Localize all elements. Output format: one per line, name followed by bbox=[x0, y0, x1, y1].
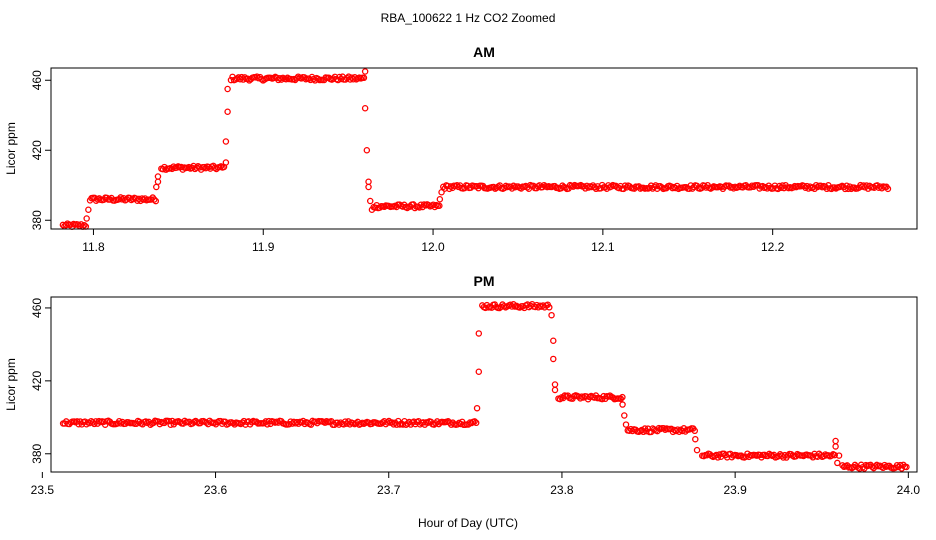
data-point bbox=[551, 386, 559, 394]
data-point bbox=[365, 178, 372, 185]
data-point bbox=[475, 330, 483, 337]
pm-panel: PM Licor ppm 23.5 23.6 23.7 23.8 23.9 24.0 380 42… bbox=[4, 273, 920, 497]
data-point bbox=[165, 417, 173, 425]
data-point bbox=[619, 401, 626, 408]
data-point bbox=[150, 196, 158, 203]
data-point bbox=[436, 202, 443, 210]
data-point bbox=[101, 421, 109, 428]
data-points bbox=[59, 68, 892, 231]
data-point bbox=[693, 446, 701, 454]
y-tick-label: 460 bbox=[30, 70, 44, 90]
x-tick-label: 12.0 bbox=[421, 240, 445, 254]
data-point bbox=[253, 73, 261, 80]
data-point bbox=[241, 74, 248, 81]
x-tick-label: 23.9 bbox=[723, 483, 747, 497]
data-point bbox=[436, 195, 444, 203]
x-tick-label: 23.7 bbox=[377, 483, 401, 497]
data-point bbox=[835, 452, 843, 459]
y-tick-label: 460 bbox=[30, 298, 44, 318]
x-tick-label: 12.1 bbox=[591, 240, 615, 254]
data-point bbox=[621, 412, 628, 419]
data-point bbox=[619, 393, 626, 401]
data-point bbox=[454, 421, 461, 428]
data-point bbox=[222, 159, 230, 166]
data-point bbox=[453, 182, 461, 189]
data-point bbox=[832, 443, 839, 450]
data-point bbox=[617, 395, 625, 403]
data-point bbox=[153, 183, 160, 191]
y-tick-label: 380 bbox=[30, 443, 44, 463]
figure-title: RBA_100622 1 Hz CO2 Zoomed bbox=[381, 11, 556, 25]
data-point bbox=[471, 418, 478, 425]
data-point bbox=[222, 138, 230, 145]
x-tick-label: 12.2 bbox=[761, 240, 785, 254]
data-point bbox=[622, 421, 630, 428]
data-point bbox=[360, 74, 368, 82]
data-point bbox=[556, 395, 564, 403]
data-point bbox=[620, 185, 627, 193]
data-point bbox=[385, 417, 393, 425]
x-tick-label: 11.8 bbox=[82, 240, 105, 254]
data-points bbox=[59, 300, 910, 472]
data-point bbox=[363, 146, 371, 154]
y-axis-label: Licor ppm bbox=[4, 122, 18, 175]
data-point bbox=[903, 463, 910, 471]
data-point bbox=[832, 437, 839, 445]
data-point bbox=[152, 197, 160, 205]
x-tick-label: 23.8 bbox=[550, 483, 574, 497]
data-point bbox=[224, 85, 231, 93]
x-tick-label: 24.0 bbox=[897, 483, 921, 497]
data-point bbox=[154, 173, 162, 180]
data-point bbox=[361, 105, 369, 112]
data-point bbox=[640, 428, 647, 436]
data-point bbox=[548, 311, 555, 319]
data-point bbox=[85, 206, 92, 213]
data-point bbox=[365, 183, 372, 191]
plot-frame bbox=[50, 67, 918, 230]
data-point bbox=[550, 355, 557, 363]
data-point bbox=[473, 404, 481, 412]
x-tick-label: 11.9 bbox=[252, 240, 275, 254]
data-point bbox=[264, 421, 271, 428]
data-point bbox=[438, 188, 445, 196]
x-tick-label: 23.6 bbox=[204, 483, 228, 497]
data-point bbox=[692, 435, 699, 443]
panel-title: AM bbox=[473, 44, 495, 60]
data-point bbox=[83, 215, 90, 222]
data-point bbox=[834, 459, 841, 467]
data-point bbox=[390, 421, 397, 428]
data-point bbox=[831, 451, 838, 459]
plot-frame bbox=[50, 296, 918, 473]
x-axis-label: Hour of Day (UTC) bbox=[418, 516, 518, 530]
data-point bbox=[691, 427, 699, 435]
data-point bbox=[577, 181, 585, 189]
data-point bbox=[403, 204, 411, 212]
y-tick-label: 420 bbox=[30, 140, 44, 160]
data-point bbox=[843, 182, 850, 189]
y-tick-label: 420 bbox=[30, 371, 44, 391]
data-point bbox=[81, 221, 88, 229]
data-point bbox=[550, 337, 557, 344]
data-point bbox=[64, 220, 71, 227]
data-point bbox=[884, 185, 892, 193]
data-point bbox=[154, 178, 162, 185]
panel-title: PM bbox=[474, 273, 495, 289]
data-point bbox=[361, 68, 369, 75]
data-point bbox=[142, 418, 149, 425]
data-point bbox=[475, 368, 483, 375]
data-point bbox=[224, 108, 231, 116]
x-tick-label: 23.5 bbox=[31, 483, 55, 497]
data-point bbox=[546, 304, 553, 311]
data-point bbox=[472, 419, 480, 427]
y-tick-label: 380 bbox=[30, 210, 44, 230]
data-point bbox=[368, 206, 376, 213]
data-point bbox=[167, 421, 174, 428]
am-panel: AM Licor ppm 11.8 11.9 12.0 12.1 12.2 380 420 460 bbox=[4, 44, 918, 254]
data-point bbox=[551, 381, 559, 388]
y-axis-label: Licor ppm bbox=[4, 358, 18, 411]
data-point bbox=[366, 197, 374, 205]
